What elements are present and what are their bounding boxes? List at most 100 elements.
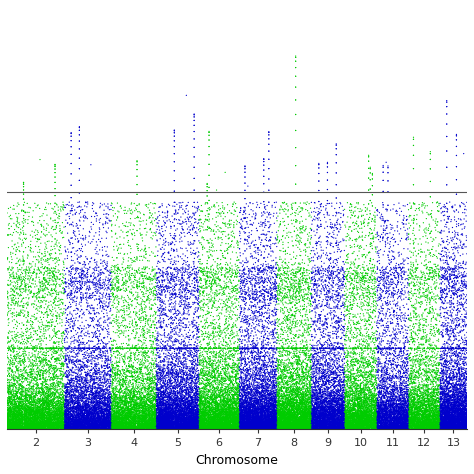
Point <box>330 419 337 427</box>
Point <box>415 395 423 403</box>
Point <box>282 408 289 415</box>
Point <box>252 331 260 339</box>
Point <box>79 390 87 397</box>
Point <box>190 425 198 432</box>
Point <box>440 426 447 433</box>
Point <box>338 403 346 411</box>
Point <box>380 426 388 433</box>
Point <box>285 408 292 415</box>
Point <box>208 419 215 427</box>
Point <box>359 408 366 416</box>
Point <box>110 425 118 433</box>
Point <box>308 373 315 380</box>
Point <box>449 413 457 421</box>
Point <box>4 424 11 431</box>
Point <box>247 206 255 213</box>
Point <box>420 200 428 207</box>
Point <box>74 353 82 360</box>
Point <box>455 419 462 426</box>
Point <box>144 347 152 355</box>
Point <box>407 424 415 431</box>
Point <box>17 413 25 420</box>
Point <box>114 378 121 385</box>
Point <box>235 408 243 416</box>
Point <box>317 419 325 426</box>
Point <box>66 426 73 433</box>
Point <box>195 408 202 415</box>
Point <box>21 417 29 425</box>
Point <box>311 424 319 432</box>
Point <box>341 419 348 427</box>
Point <box>12 411 19 419</box>
Point <box>315 378 322 385</box>
Point <box>319 425 326 432</box>
Point <box>459 327 466 335</box>
Point <box>30 313 38 321</box>
Point <box>373 421 380 429</box>
Point <box>309 414 317 421</box>
Point <box>90 413 97 420</box>
Point <box>319 362 326 370</box>
Point <box>452 379 459 387</box>
Point <box>163 412 171 420</box>
Point <box>378 395 385 403</box>
Point <box>208 374 215 382</box>
Point <box>395 410 402 418</box>
Point <box>425 377 433 384</box>
Point <box>47 411 55 419</box>
Point <box>460 410 468 418</box>
Point <box>277 423 285 430</box>
Point <box>258 394 266 402</box>
Point <box>278 419 286 426</box>
Point <box>198 283 205 291</box>
Point <box>149 424 157 432</box>
Point <box>256 305 264 313</box>
Point <box>412 415 420 423</box>
Point <box>392 353 399 360</box>
Point <box>408 425 416 433</box>
Point <box>444 414 452 421</box>
Point <box>453 374 460 381</box>
Point <box>315 420 323 428</box>
Point <box>284 422 292 430</box>
Point <box>44 319 51 327</box>
Point <box>85 356 92 364</box>
Point <box>175 394 182 401</box>
Point <box>235 256 243 264</box>
Point <box>38 384 46 392</box>
Point <box>265 395 273 402</box>
Point <box>210 337 217 345</box>
Point <box>37 419 45 427</box>
Point <box>375 424 383 431</box>
Point <box>449 419 456 427</box>
Point <box>181 382 189 390</box>
Point <box>292 199 299 207</box>
Point <box>423 408 430 415</box>
Point <box>62 381 70 388</box>
Point <box>305 410 313 418</box>
Point <box>79 388 86 396</box>
Point <box>264 380 271 388</box>
Point <box>86 407 93 414</box>
Point <box>26 399 33 406</box>
Point <box>341 396 348 403</box>
Point <box>293 378 301 386</box>
Point <box>304 425 311 432</box>
Point <box>331 349 338 356</box>
Point <box>457 393 465 401</box>
Point <box>113 399 121 406</box>
Point <box>292 414 300 421</box>
Point <box>448 407 456 414</box>
Point <box>201 385 208 392</box>
Point <box>160 416 168 424</box>
Point <box>456 423 464 431</box>
Point <box>337 415 345 423</box>
Point <box>267 296 275 303</box>
Point <box>55 269 62 276</box>
Point <box>301 420 309 428</box>
Point <box>125 404 132 412</box>
Point <box>203 413 210 420</box>
Point <box>223 416 230 423</box>
Point <box>63 424 70 432</box>
Point <box>80 412 87 419</box>
